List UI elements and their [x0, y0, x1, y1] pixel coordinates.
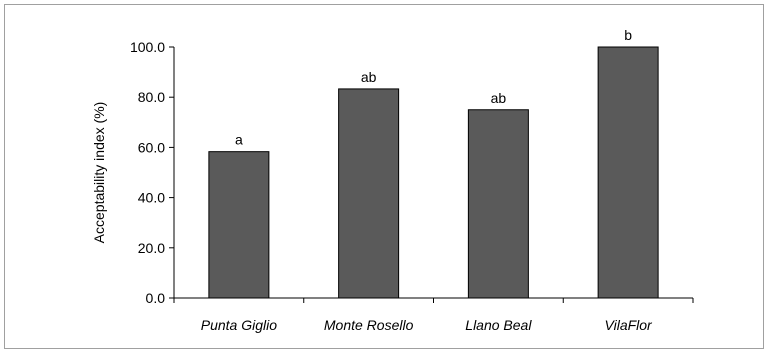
- category-label: Llano Beal: [465, 317, 532, 333]
- bars: [208, 46, 659, 299]
- bar-data-label: b: [624, 27, 632, 43]
- bar: [597, 46, 659, 299]
- y-tick-label: 20.0: [138, 240, 165, 256]
- bar: [208, 151, 270, 299]
- y-tick-label: 60.0: [138, 139, 165, 155]
- category-label: VilaFlor: [605, 317, 654, 333]
- y-tick-label: 40.0: [138, 190, 165, 206]
- y-ticks: 0.0 20.0 40.0 60.0 80.0 100.0: [130, 39, 174, 306]
- category-labels: Punta Giglio Monte Rosello Llano Beal VilaF…: [201, 317, 653, 333]
- y-axis-title: Acceptability index (%): [91, 102, 107, 244]
- category-label: Punta Giglio: [201, 317, 277, 333]
- data-labels: a ab ab b: [235, 27, 632, 148]
- plot-area: 0.0 20.0 40.0 60.0 80.0 100.0 a ab ab b Punta Gi…: [130, 27, 694, 333]
- y-tick-label: 80.0: [138, 89, 165, 105]
- category-label: Monte Rosello: [324, 317, 414, 333]
- bar: [467, 109, 529, 299]
- y-tick-label: 0.0: [146, 290, 166, 306]
- x-ticks: [173, 298, 694, 303]
- y-tick-label: 100.0: [130, 39, 165, 55]
- bar: [338, 88, 400, 299]
- bar-data-label: ab: [361, 69, 377, 85]
- bar-data-label: ab: [491, 90, 507, 106]
- bar-data-label: a: [235, 132, 243, 148]
